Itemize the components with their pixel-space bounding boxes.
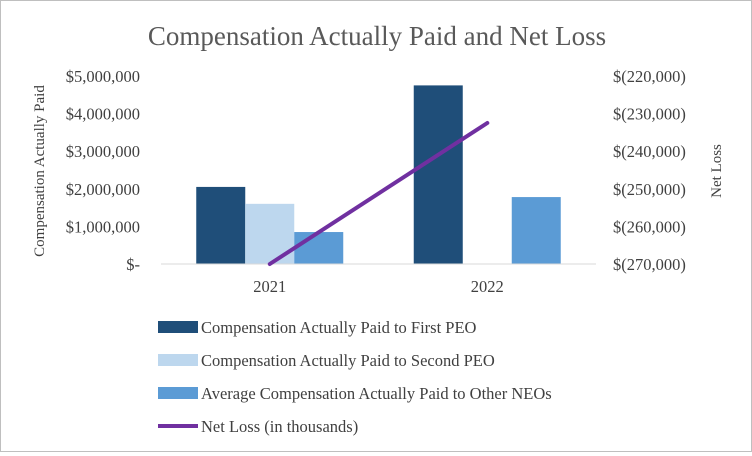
legend-swatch (158, 387, 198, 399)
legend-swatch (158, 321, 198, 333)
legend-label: Compensation Actually Paid to Second PEO (201, 351, 495, 370)
y2-axis-ticks: $(270,000) $(260,000) $(250,000) $(240,000)… (613, 67, 686, 274)
y2-tick-label: $(230,000) (613, 105, 686, 124)
legend-label: Compensation Actually Paid to First PEO (201, 318, 477, 337)
legend-label: Average Compensation Actually Paid to Ot… (201, 384, 552, 403)
legend-label: Net Loss (in thousands) (201, 417, 358, 436)
legend-item: Net Loss (in thousands) (158, 417, 358, 436)
y-tick-label: $- (126, 255, 140, 274)
legend-swatch (158, 354, 198, 366)
y-tick-label: $2,000,000 (66, 180, 140, 199)
y2-tick-label: $(270,000) (613, 255, 686, 274)
y2-tick-label: $(260,000) (613, 217, 686, 236)
y-tick-label: $4,000,000 (66, 105, 140, 124)
legend: Compensation Actually Paid to First PEO C… (158, 318, 552, 436)
bar (294, 232, 344, 264)
bar (511, 197, 561, 264)
net-loss-line (267, 121, 490, 266)
x-axis-ticks: 2021 2022 (253, 277, 504, 296)
legend-item: Compensation Actually Paid to Second PEO (158, 351, 495, 370)
bar (196, 186, 246, 264)
y-tick-label: $3,000,000 (66, 142, 140, 161)
y2-axis-title: Net Loss (709, 144, 725, 198)
chart-title: Compensation Actually Paid and Net Loss (148, 21, 606, 51)
y2-tick-label: $(250,000) (613, 180, 686, 199)
x-tick-label: 2021 (253, 277, 286, 296)
line-series-group (267, 121, 490, 266)
y2-tick-label: $(240,000) (613, 142, 686, 161)
x-tick-label: 2022 (471, 277, 504, 296)
y-tick-label: $1,000,000 (66, 217, 140, 236)
y-axis-ticks: $- $1,000,000 $2,000,000 $3,000,000 $4,000,0… (66, 67, 140, 274)
bar (413, 85, 463, 265)
y2-tick-label: $(220,000) (613, 67, 686, 86)
legend-item: Compensation Actually Paid to First PEO (158, 318, 477, 337)
y-axis-title: Compensation Actually Paid (32, 85, 48, 257)
bars-group (196, 85, 561, 265)
y-tick-label: $5,000,000 (66, 67, 140, 86)
legend-item: Average Compensation Actually Paid to Ot… (158, 384, 552, 403)
